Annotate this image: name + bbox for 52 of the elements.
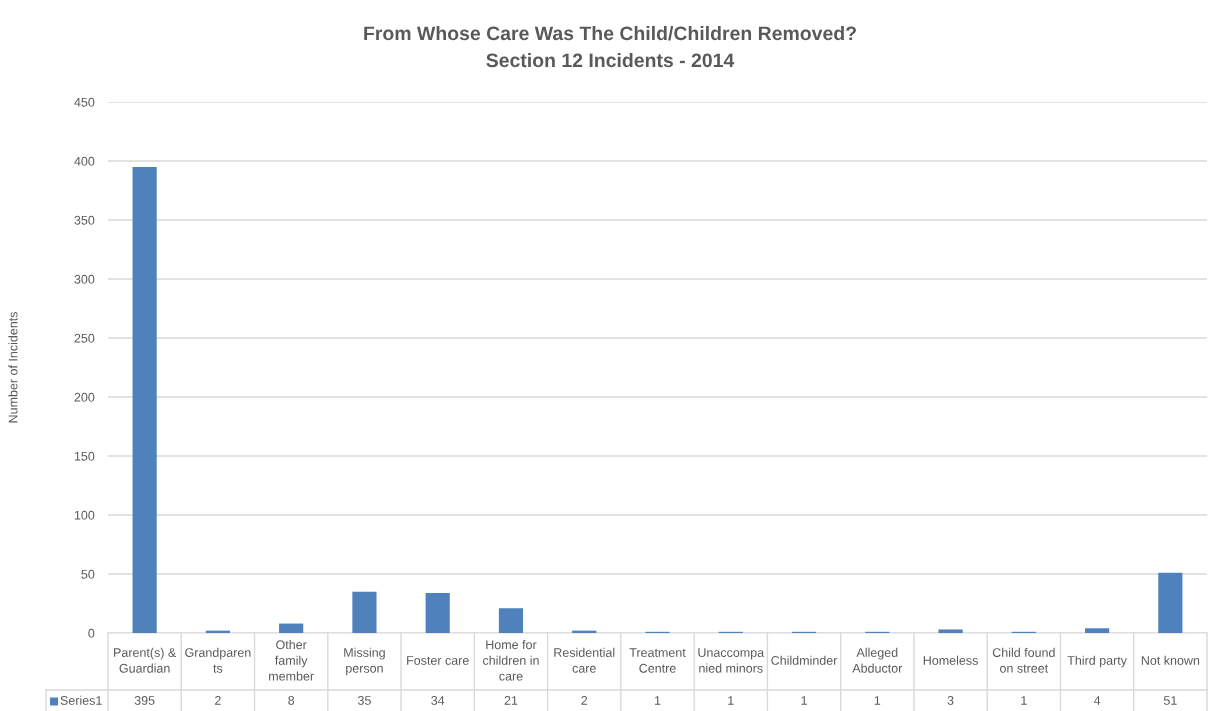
bar xyxy=(498,608,524,633)
bar xyxy=(425,592,450,633)
x-tick-label: Alleged Abductor xyxy=(852,647,903,673)
data-label: 1 xyxy=(801,696,807,705)
bar xyxy=(132,166,157,633)
y-tick-label: 450 xyxy=(74,97,95,107)
data-label: 1 xyxy=(654,696,661,705)
x-tick-label: Third party xyxy=(1067,655,1127,668)
data-label: 4 xyxy=(1093,696,1101,705)
y-tick-label: 100 xyxy=(74,510,95,520)
data-label: 1 xyxy=(1021,696,1027,705)
data-label: 3 xyxy=(947,696,954,705)
chart-subtitle: Section 12 Incidents - 2014 xyxy=(486,52,735,68)
x-tick-label: Child found on street xyxy=(992,647,1055,673)
chart-title: From Whose Care Was The Child/Children Removed? xyxy=(364,25,856,41)
x-tick-label: Treatment Centre xyxy=(629,648,686,673)
x-tick-label: Homeless xyxy=(923,655,978,665)
data-label: 8 xyxy=(288,696,295,705)
y-axis-title: Number of Incidents xyxy=(8,312,18,423)
data-label: 35 xyxy=(357,696,371,705)
data-label: 1 xyxy=(728,696,734,705)
x-tick-label: Residential care xyxy=(554,647,615,673)
data-label: 34 xyxy=(431,696,445,705)
y-tick-label: 150 xyxy=(74,451,95,461)
y-tick-label: 400 xyxy=(74,156,95,166)
data-label: 51 xyxy=(1163,696,1177,705)
y-tick-label: 300 xyxy=(74,274,95,284)
x-tick-label: Missing person xyxy=(344,647,385,676)
x-tick-label: Foster care xyxy=(407,656,469,665)
bar xyxy=(1085,628,1110,633)
x-tick-label: Not known xyxy=(1141,655,1200,665)
data-label: 395 xyxy=(134,696,155,705)
legend-label: Series1 xyxy=(60,695,102,705)
x-tick-label: Childminder xyxy=(771,655,838,665)
y-tick-label: 250 xyxy=(74,333,95,343)
data-label: 2 xyxy=(581,696,588,705)
data-label: 2 xyxy=(215,696,221,705)
bar xyxy=(1158,572,1183,633)
x-tick-label: Unaccompanied minors xyxy=(698,648,765,673)
data-label: 21 xyxy=(504,696,518,705)
y-tick-label: 50 xyxy=(81,569,95,579)
y-tick-label: 200 xyxy=(74,392,95,402)
bar xyxy=(938,629,963,633)
x-tick-label: Home for children in care xyxy=(483,639,539,681)
bar xyxy=(279,623,304,633)
x-tick-label: Parent(s) & Guardian xyxy=(114,647,177,673)
y-tick-label: 0 xyxy=(88,628,95,638)
data-label: 1 xyxy=(874,696,881,705)
bar xyxy=(352,591,377,633)
y-tick-label: 350 xyxy=(74,215,95,225)
x-tick-label: Other family member xyxy=(269,639,314,681)
x-tick-label: Grandparents xyxy=(185,647,251,673)
